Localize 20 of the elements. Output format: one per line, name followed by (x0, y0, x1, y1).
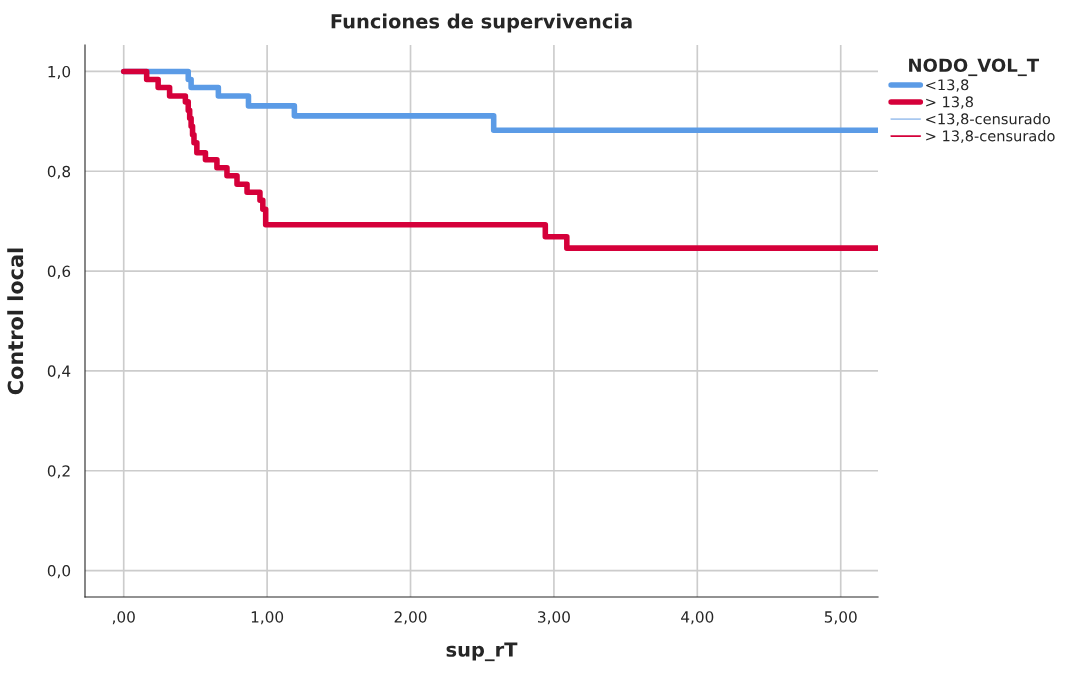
chart-title: Funciones de supervivencia (331, 13, 632, 33)
y-tick-label: 0,0 (47, 565, 71, 579)
legend-label: > 13,8 (926, 96, 973, 109)
x-tick-label: 3,00 (538, 611, 570, 625)
legend-label: <13,8-censurado (926, 113, 1051, 126)
x-tick-label: 2,00 (394, 611, 427, 625)
y-tick-label: 0,4 (47, 365, 71, 379)
x-tick-label: 4,00 (681, 611, 714, 625)
y-tick-label: 1,0 (48, 65, 71, 80)
y-tick-label: 0,8 (47, 165, 71, 179)
x-tick-label: 5,00 (824, 611, 857, 625)
x-axis-title: sup_rT (446, 642, 518, 662)
legend-title: NODO_VOL_T (909, 58, 1040, 77)
x-tick-label: ,00 (112, 611, 135, 625)
legend-label: <13,8 (926, 79, 969, 92)
y-axis-title: Control local (7, 248, 24, 395)
x-tick-label: 1,00 (251, 611, 284, 625)
y-tick-label: 0,2 (47, 465, 70, 479)
legend-label: > 13,8-censurado (926, 130, 1055, 143)
y-tick-label: 0,6 (47, 265, 71, 279)
